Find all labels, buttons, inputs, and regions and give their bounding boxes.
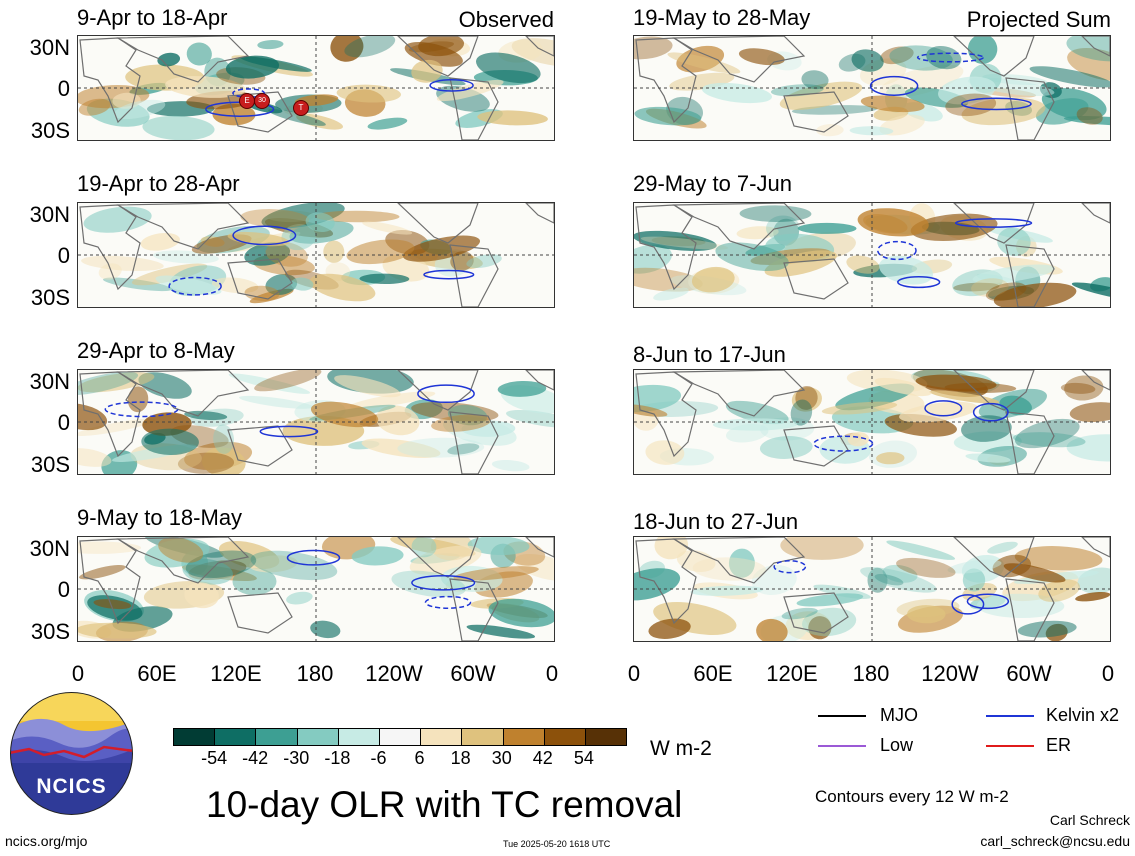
olr-map-graphic (78, 370, 554, 474)
colorbar-swatch (174, 729, 215, 745)
lon-label: 0 (71, 661, 85, 686)
colorbar-tick-label: 54 (573, 748, 594, 768)
lon-label: 0 (627, 661, 641, 686)
olr-map-panel (77, 369, 555, 475)
colorbar-tick-label: 42 (532, 748, 553, 768)
lat-label-30n: 30N (29, 536, 70, 561)
ncics-logo: NCICS (9, 691, 134, 816)
footer-author: Carl Schreck (1049, 812, 1130, 828)
colorbar-swatch (461, 729, 503, 745)
panel-title: 19-Apr to 28-Apr (77, 171, 240, 196)
colorbar-swatch (420, 729, 462, 745)
legend-line-mjo (818, 715, 866, 717)
footer-email: carl_schreck@ncsu.edu (980, 833, 1130, 849)
panel-title: 29-May to 7-Jun (633, 171, 792, 196)
projected-label: Projected Sum (966, 7, 1111, 32)
olr-map-graphic (634, 537, 1110, 641)
colorbar-tick-label: 30 (491, 748, 512, 768)
olr-map-graphic (78, 203, 554, 307)
panel-title: 9-Apr to 18-Apr (77, 5, 228, 30)
lon-label: 180 (852, 661, 890, 686)
lat-label-30s: 30S (30, 619, 70, 644)
lon-label: 120W (365, 661, 423, 686)
lon-label: 60W (1006, 661, 1052, 686)
colorbar-swatch (378, 729, 421, 745)
olr-map-panel (633, 369, 1111, 475)
colorbar-tick-label: -6 (370, 748, 387, 768)
colorbar (173, 728, 627, 746)
legend-label-low: Low (880, 735, 914, 755)
lon-label: 60E (693, 661, 733, 686)
olr-map-panel (77, 202, 555, 308)
lat-label-30s: 30S (30, 118, 70, 143)
lat-label-0: 0 (57, 76, 70, 101)
lat-label-0: 0 (57, 410, 70, 435)
olr-map-panel (633, 35, 1111, 141)
olr-map-graphic (78, 537, 554, 641)
footer-timestamp: Tue 2025-05-20 1618 UTC (503, 839, 611, 849)
legend-line-kelvin (986, 715, 1034, 717)
lat-label-30n: 30N (29, 35, 70, 60)
colorbar-tick-label: -18 (324, 748, 351, 768)
olr-map-graphic (634, 203, 1110, 307)
legend-line-low (818, 745, 866, 747)
observed-label: Observed (458, 7, 554, 32)
olr-map-graphic (634, 36, 1110, 140)
olr-map-panel (77, 536, 555, 642)
colorbar-swatch (214, 729, 256, 745)
legend-label-kelvin: Kelvin x2 (1046, 705, 1120, 725)
colorbar-swatch (502, 729, 544, 745)
colorbar-tick-label: -42 (242, 748, 269, 768)
olr-map-panel (633, 202, 1111, 308)
lon-label: 120W (921, 661, 979, 686)
lat-label-30n: 30N (29, 369, 70, 394)
lon-label: 0 (545, 661, 559, 686)
panel-title: 8-Jun to 17-Jun (633, 342, 786, 367)
panel-title: 19-May to 28-May (633, 5, 811, 30)
olr-map-graphic (634, 370, 1110, 474)
colorbar-swatch (543, 729, 585, 745)
colorbar-swatch (584, 729, 627, 745)
lon-label: 60E (137, 661, 177, 686)
lon-label: 120E (766, 661, 818, 686)
colorbar-tick-label: 18 (450, 748, 471, 768)
lon-label: 180 (296, 661, 334, 686)
lon-label: 120E (210, 661, 262, 686)
logo-text: NCICS (36, 775, 107, 798)
colorbar-units: W m-2 (650, 737, 712, 760)
ncics-logo-icon (10, 692, 133, 815)
colorbar-swatch (255, 729, 297, 745)
lat-label-0: 0 (57, 243, 70, 268)
footer-site: ncics.org/mjo (5, 833, 88, 849)
colorbar-swatch (296, 729, 338, 745)
legend-line-er (986, 745, 1034, 747)
legend-label-er: ER (1046, 735, 1072, 755)
lat-label-30s: 30S (30, 285, 70, 310)
lat-label-30s: 30S (30, 452, 70, 477)
figure-title: 10-day OLR with TC removal (206, 784, 683, 825)
lat-label-0: 0 (57, 577, 70, 602)
colorbar-tick-label: 6 (414, 748, 425, 768)
lat-label-30n: 30N (29, 202, 70, 227)
panel-title: 18-Jun to 27-Jun (633, 509, 799, 534)
panel-title: 29-Apr to 8-May (77, 338, 235, 363)
olr-map-panel (77, 35, 555, 141)
colorbar-tick-label: -30 (283, 748, 310, 768)
olr-map-graphic (78, 36, 554, 140)
contour-note: Contours every 12 W m-2 (815, 787, 1009, 806)
tc-marker: 30 (254, 93, 270, 109)
panel-title: 9-May to 18-May (77, 505, 243, 530)
legend-label-mjo: MJO (880, 705, 918, 725)
tc-marker: T (293, 100, 309, 116)
tc-marker: E (239, 93, 255, 109)
colorbar-tick-label: -54 (201, 748, 228, 768)
lon-label: 60W (450, 661, 496, 686)
colorbar-swatch (337, 729, 379, 745)
lon-label: 0 (1101, 661, 1115, 686)
olr-map-panel (633, 536, 1111, 642)
